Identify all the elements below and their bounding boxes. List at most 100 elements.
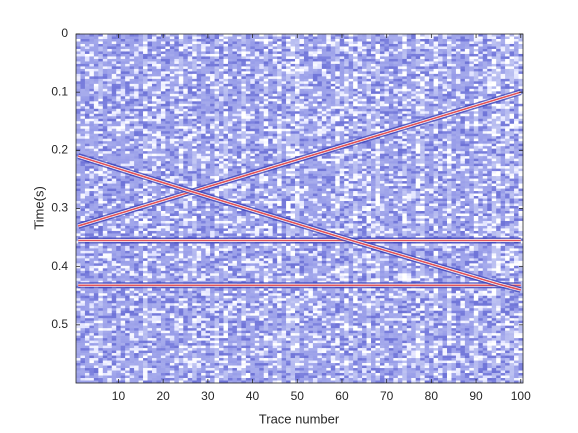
noise-cell xyxy=(227,378,233,381)
noise-cell xyxy=(227,168,233,172)
noise-cell xyxy=(147,153,153,157)
noise-cell xyxy=(76,34,81,37)
noise-cell xyxy=(214,186,220,189)
noise-cell xyxy=(196,113,202,117)
noise-cell xyxy=(138,196,144,199)
noise-cell xyxy=(125,66,130,70)
noise-cell xyxy=(223,121,229,125)
noise-cell xyxy=(93,61,99,65)
noise-cell xyxy=(183,148,189,152)
noise-cell xyxy=(205,320,211,324)
noise-cell xyxy=(84,53,90,57)
noise-cell xyxy=(125,295,130,299)
noise-cell xyxy=(98,255,104,259)
noise-cell xyxy=(156,133,162,137)
noise-cell xyxy=(201,38,206,42)
noise-cell xyxy=(151,363,157,366)
noise-cell xyxy=(93,171,99,174)
noise-cell xyxy=(201,328,206,331)
noise-cell xyxy=(178,131,184,135)
noise-cell xyxy=(120,338,126,341)
noise-cell xyxy=(214,308,220,311)
noise-cell xyxy=(169,106,175,110)
noise-cell xyxy=(169,163,175,167)
noise-cell xyxy=(223,166,229,169)
noise-cell xyxy=(201,166,206,169)
noise-cell xyxy=(187,340,193,344)
noise-cell xyxy=(178,230,184,234)
noise-cell xyxy=(160,141,166,144)
noise-cell xyxy=(214,248,220,252)
noise-cell xyxy=(125,273,130,277)
noise-cell xyxy=(205,225,211,229)
noise-cell xyxy=(129,66,135,70)
noise-cell xyxy=(134,68,139,72)
noise-cell xyxy=(116,63,121,67)
noise-cell xyxy=(129,308,135,311)
noise-cell xyxy=(111,126,117,130)
noise-cell xyxy=(143,365,148,369)
noise-cell xyxy=(147,36,153,40)
noise-cell xyxy=(111,313,117,316)
noise-cell xyxy=(125,88,130,92)
noise-cell xyxy=(223,188,229,192)
noise-cell xyxy=(93,323,99,326)
noise-cell xyxy=(183,373,189,376)
noise-cell xyxy=(183,183,189,187)
noise-cell xyxy=(201,138,206,142)
noise-cell xyxy=(187,156,193,159)
noise-cell xyxy=(111,303,117,307)
noise-cell xyxy=(116,305,121,309)
noise-cell xyxy=(192,166,197,169)
noise-cell xyxy=(192,280,197,284)
noise-cell xyxy=(98,168,104,172)
noise-cell xyxy=(192,143,197,147)
noise-cell xyxy=(192,358,197,361)
noise-cell xyxy=(89,148,95,152)
noise-cell xyxy=(134,325,139,329)
noise-cell xyxy=(160,166,166,169)
noise-cell xyxy=(76,116,81,120)
noise-cell xyxy=(138,56,144,60)
noise-cell xyxy=(129,218,135,222)
noise-cell xyxy=(214,203,220,207)
noise-cell xyxy=(89,290,95,294)
noise-cell xyxy=(129,93,135,97)
noise-cell xyxy=(169,350,175,354)
noise-cell xyxy=(165,56,171,60)
noise-cell xyxy=(227,108,233,112)
noise-cell xyxy=(201,220,206,224)
noise-cell xyxy=(102,320,108,324)
noise-cell xyxy=(210,81,215,85)
noise-cell xyxy=(93,128,99,132)
noise-cell xyxy=(160,193,166,197)
noise-cell xyxy=(227,358,233,361)
noise-cell xyxy=(116,118,121,122)
noise-cell xyxy=(210,245,215,249)
noise-cell xyxy=(227,360,233,364)
noise-cell xyxy=(201,198,206,202)
noise-cell xyxy=(143,73,148,77)
noise-cell xyxy=(201,111,206,115)
noise-cell xyxy=(232,66,238,70)
noise-cell xyxy=(102,158,108,162)
noise-cell xyxy=(178,98,184,102)
noise-cell xyxy=(125,158,130,162)
noise-cell xyxy=(160,325,166,329)
noise-cell xyxy=(98,278,104,282)
noise-cell xyxy=(192,363,197,366)
noise-cell xyxy=(107,280,113,284)
noise-cell xyxy=(227,293,233,297)
noise-cell xyxy=(151,43,157,47)
noise-cell xyxy=(98,133,104,137)
noise-cell xyxy=(192,268,197,272)
noise-cell xyxy=(219,328,224,331)
noise-cell xyxy=(174,310,180,314)
noise-cell xyxy=(223,118,229,122)
noise-cell xyxy=(111,34,117,37)
noise-cell xyxy=(111,158,117,162)
noise-cell xyxy=(76,158,81,162)
noise-cell xyxy=(89,143,95,147)
noise-cell xyxy=(174,210,180,214)
noise-cell xyxy=(192,378,197,381)
